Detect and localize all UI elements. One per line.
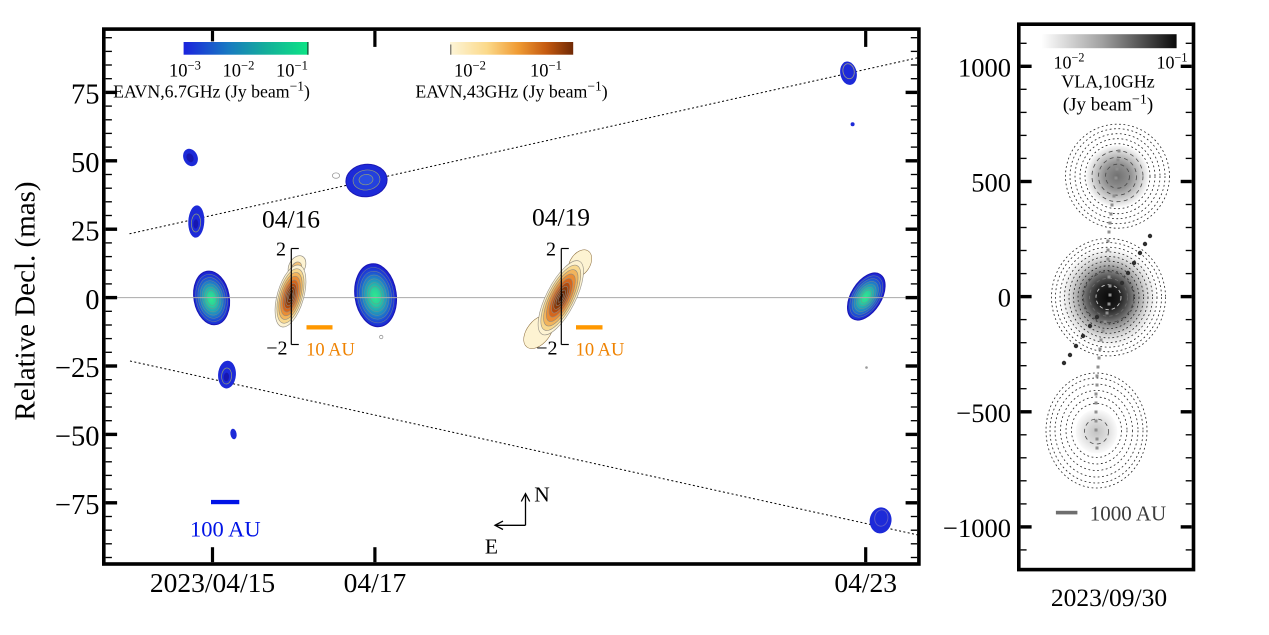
svg-text:1000 AU: 1000 AU	[1090, 502, 1166, 526]
svg-text:−75: −75	[55, 490, 100, 521]
svg-text:EAVN,6.7GHz (Jy beam−1): EAVN,6.7GHz (Jy beam−1)	[113, 79, 310, 103]
svg-text:VLA,10GHz: VLA,10GHz	[1061, 72, 1154, 92]
svg-text:2023/09/30: 2023/09/30	[1051, 583, 1167, 612]
svg-text:10 AU: 10 AU	[306, 340, 355, 360]
svg-text:04/19: 04/19	[532, 203, 590, 232]
svg-text:1000: 1000	[958, 52, 1011, 82]
svg-text:10 AU: 10 AU	[576, 340, 625, 360]
svg-text:0: 0	[85, 285, 99, 316]
svg-text:100 AU: 100 AU	[190, 516, 261, 541]
svg-text:04/17: 04/17	[344, 567, 407, 598]
svg-text:(Jy beam−1): (Jy beam−1)	[1063, 93, 1153, 116]
svg-text:−500: −500	[956, 398, 1011, 428]
svg-text:N: N	[534, 483, 550, 507]
svg-text:75: 75	[71, 80, 100, 111]
svg-text:−50: −50	[55, 422, 100, 453]
svg-text:EAVN,43GHz (Jy beam−1): EAVN,43GHz (Jy beam−1)	[415, 79, 607, 103]
svg-text:04/23: 04/23	[834, 567, 897, 598]
svg-text:2: 2	[276, 239, 286, 261]
svg-text:−2: −2	[536, 337, 557, 359]
svg-text:50: 50	[71, 148, 100, 179]
svg-text:−1000: −1000	[943, 513, 1011, 543]
svg-text:E: E	[485, 535, 498, 559]
svg-text:500: 500	[971, 168, 1011, 198]
svg-text:25: 25	[71, 216, 100, 247]
svg-text:2: 2	[546, 239, 556, 261]
svg-text:Relative Decl. (mas): Relative Decl. (mas)	[10, 181, 42, 420]
svg-text:2023/04/15: 2023/04/15	[150, 567, 275, 598]
svg-text:−25: −25	[55, 353, 100, 384]
svg-text:04/16: 04/16	[262, 205, 320, 234]
svg-text:−2: −2	[266, 337, 287, 359]
svg-text:0: 0	[998, 283, 1011, 313]
